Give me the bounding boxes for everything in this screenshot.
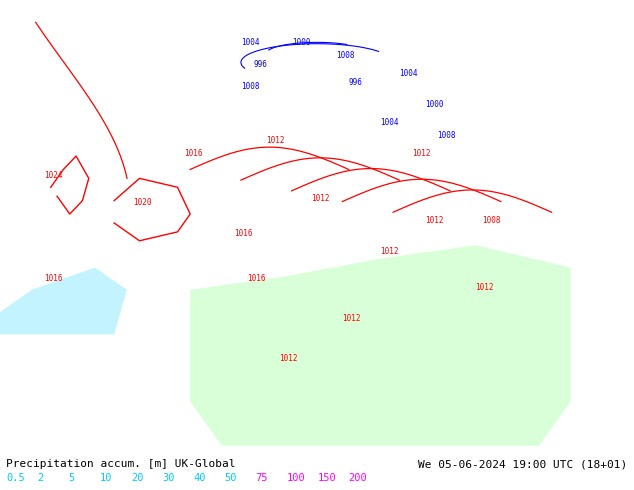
Text: 2: 2 [37,473,44,483]
Text: 1012: 1012 [425,216,443,225]
Polygon shape [0,0,634,446]
Text: 996: 996 [254,60,268,69]
Text: 1016: 1016 [44,274,63,283]
Text: 40: 40 [193,473,205,483]
Text: 1008: 1008 [437,131,456,140]
Text: 1016: 1016 [184,149,202,158]
Text: Precipitation accum. [m] UK-Global: Precipitation accum. [m] UK-Global [6,459,236,469]
Text: 1012: 1012 [380,247,399,256]
Text: 200: 200 [349,473,368,483]
Text: 1004: 1004 [241,38,259,47]
Text: 1012: 1012 [266,136,285,145]
Text: 100: 100 [287,473,305,483]
Text: 1008: 1008 [241,82,259,91]
Text: 1000: 1000 [425,100,443,109]
Text: 1012: 1012 [412,149,430,158]
Text: 1016: 1016 [247,274,266,283]
Text: 1012: 1012 [279,354,297,363]
Text: 1012: 1012 [342,314,361,323]
Text: 1004: 1004 [380,118,399,127]
Text: 1004: 1004 [399,69,418,78]
Polygon shape [0,268,127,334]
Text: 50: 50 [224,473,236,483]
Text: 996: 996 [349,78,363,87]
Text: 150: 150 [318,473,336,483]
Text: 30: 30 [162,473,174,483]
Text: 20: 20 [131,473,143,483]
Polygon shape [190,245,571,446]
Text: 5: 5 [68,473,75,483]
Text: 10: 10 [100,473,112,483]
Text: 1012: 1012 [476,283,494,292]
Text: 75: 75 [256,473,268,483]
Text: 1008: 1008 [336,51,354,60]
Text: 1020: 1020 [133,198,152,207]
Text: 1008: 1008 [482,216,500,225]
Text: 1016: 1016 [235,229,253,238]
Text: 1012: 1012 [311,194,329,203]
Text: We 05-06-2024 19:00 UTC (18+01): We 05-06-2024 19:00 UTC (18+01) [418,459,628,469]
Text: 1000: 1000 [292,38,310,47]
Text: 0.5: 0.5 [6,473,25,483]
Text: 1024: 1024 [44,172,63,180]
